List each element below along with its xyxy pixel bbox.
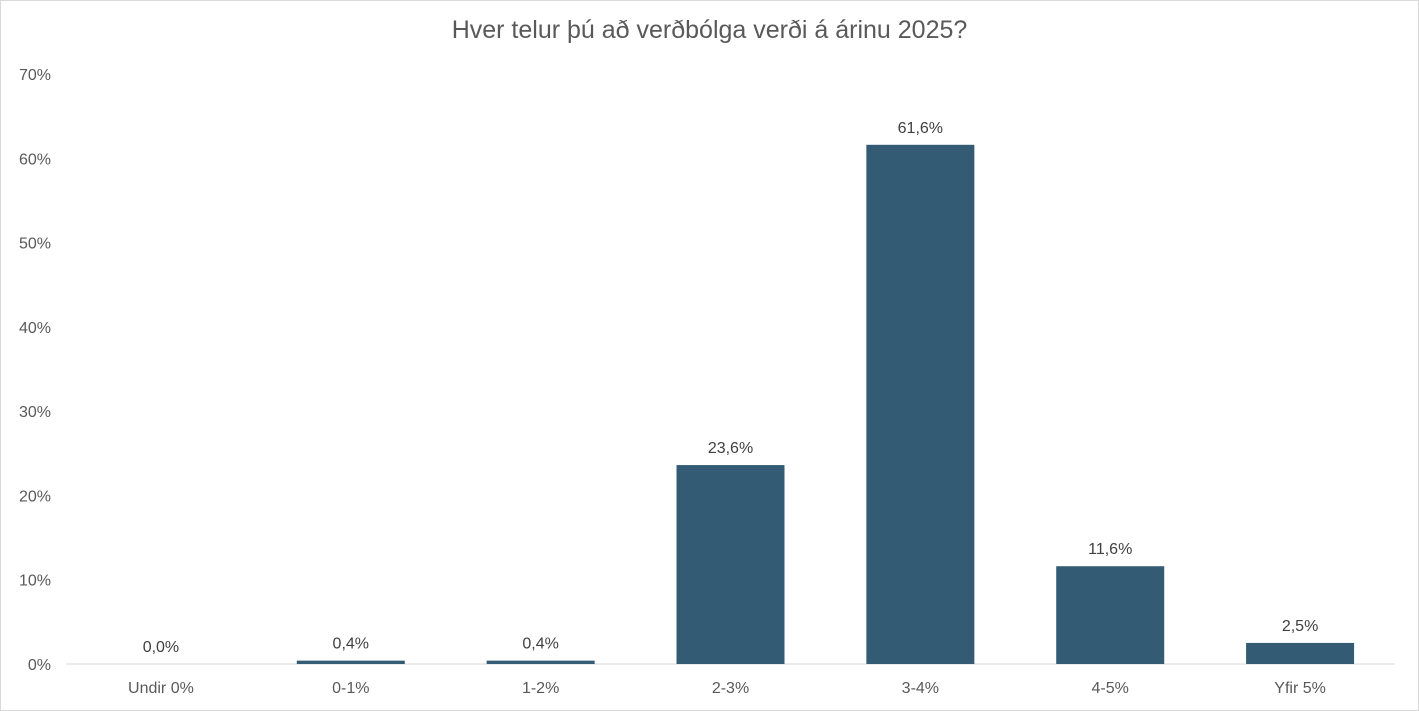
chart-title: Hver telur þú að verðbólga verði á árinu… (451, 16, 968, 44)
y-tick-label: 30% (19, 404, 51, 421)
x-tick-label: 2-3% (712, 680, 749, 697)
y-tick-label: 50% (19, 236, 51, 253)
data-label: 23,6% (708, 440, 753, 457)
data-label: 2,5% (1282, 618, 1318, 635)
x-tick-label: 3-4% (902, 680, 939, 697)
x-tick-label: Undir 0% (128, 680, 194, 697)
bar-4-5 (1056, 566, 1165, 664)
data-label: 11,6% (1088, 541, 1132, 558)
y-tick-label: 0% (28, 657, 51, 674)
y-tick-label: 10% (19, 573, 51, 590)
y-tick-label: 60% (19, 151, 51, 168)
y-tick-label: 20% (19, 488, 51, 505)
data-label: 0,0% (143, 639, 179, 656)
y-tick-label: 40% (19, 320, 51, 337)
bar-yfir-5 (1246, 642, 1355, 664)
bar-2-3 (676, 465, 785, 664)
x-tick-label: 1-2% (522, 680, 559, 697)
bar-1-2 (486, 660, 595, 664)
x-tick-label: Yfir 5% (1274, 680, 1326, 697)
y-tick-label: 70% (19, 67, 51, 84)
bar-3-4 (866, 144, 975, 665)
x-tick-label: 0-1% (332, 680, 369, 697)
bar-0-1 (296, 660, 405, 664)
x-tick-label: 4-5% (1092, 680, 1129, 697)
data-label: 0,4% (333, 636, 369, 653)
data-label: 0,4% (522, 636, 558, 653)
data-label: 61,6% (898, 120, 943, 137)
